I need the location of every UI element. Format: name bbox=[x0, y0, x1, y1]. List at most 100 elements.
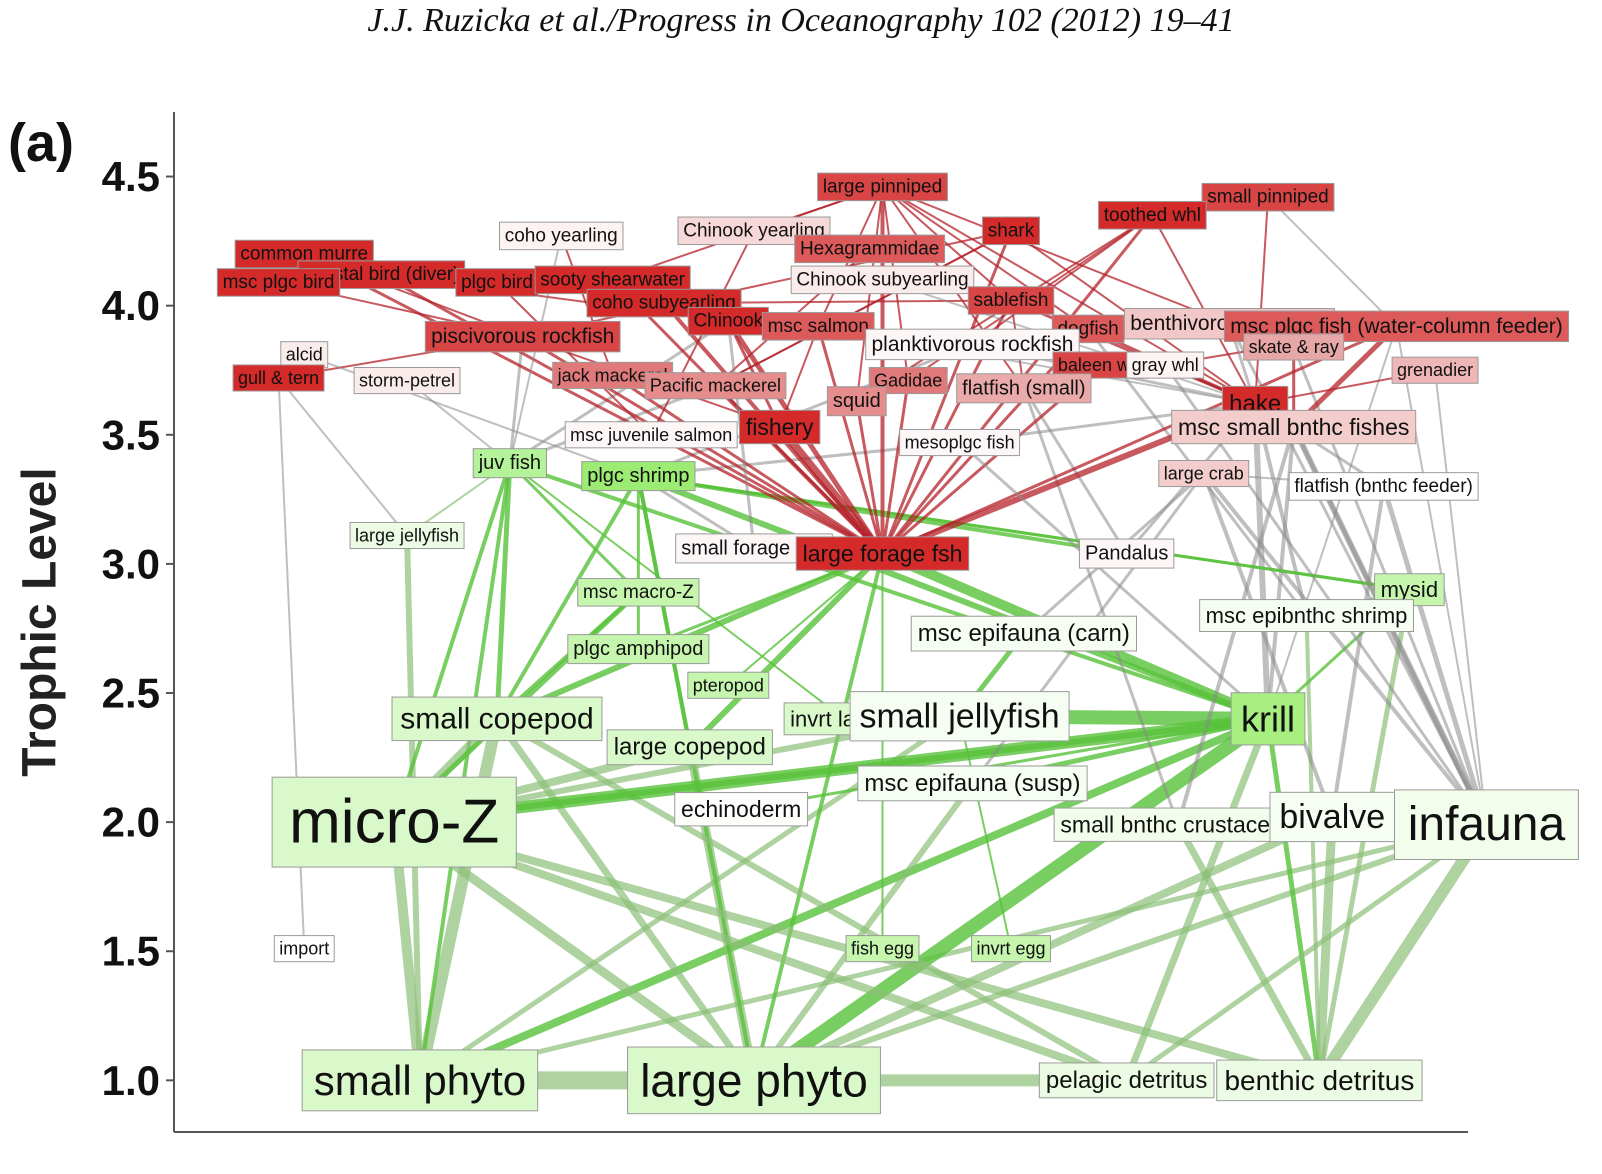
node-box bbox=[845, 935, 920, 963]
edge-large-phyto-to-krill bbox=[747, 711, 1275, 1088]
node-label: mysid bbox=[1381, 577, 1438, 602]
node-label: msc macro-Z bbox=[583, 582, 694, 603]
edge-msc-juvenile-salmon-to-plgc-bird bbox=[496, 281, 653, 436]
node-label: large jellyfish bbox=[355, 525, 459, 545]
node-box bbox=[1288, 472, 1479, 501]
nodes-layer: large pinniped small pinniped toothed whl s… bbox=[216, 172, 1579, 1115]
node-label: small pinniped bbox=[1207, 187, 1328, 208]
node-label: small copepod bbox=[400, 702, 593, 735]
node-label: Chinook subyearling bbox=[796, 269, 968, 290]
node-label: msc epibnthc shrimp bbox=[1206, 603, 1408, 628]
edge-grenadier-to-infauna bbox=[1434, 369, 1488, 826]
y-tick-label: 4.5 bbox=[102, 153, 160, 200]
node-invrt-egg: invrt egg bbox=[971, 935, 1051, 963]
node-box bbox=[687, 671, 770, 699]
edge-large-forage-fsh-to-jack-mackerel bbox=[611, 373, 884, 556]
edge-large-forage-fsh-to-msc-salmon bbox=[816, 324, 884, 556]
node-mysid: mysid bbox=[1374, 573, 1445, 607]
edge-large-forage-fsh-to-gadidae bbox=[881, 379, 910, 556]
node-label: toothed whl bbox=[1104, 205, 1201, 226]
edge-bivalve-to-large-crab bbox=[1201, 471, 1335, 819]
edge-krill-to-plgc-shrimp bbox=[635, 473, 1271, 722]
node-storm-petrel: storm-petrel bbox=[353, 367, 461, 395]
node-label: large pinniped bbox=[823, 176, 942, 197]
edge-large-phyto-to-infauna bbox=[751, 821, 1490, 1084]
node-box bbox=[424, 320, 621, 353]
node-label: gull & tern bbox=[238, 368, 319, 388]
node-box bbox=[1038, 1062, 1215, 1099]
node-label: piscivorous rockfish bbox=[431, 325, 614, 348]
node-box bbox=[564, 421, 738, 449]
node-label: plgc bird bbox=[461, 272, 533, 293]
node-msc-juvenile-salmon: msc juvenile salmon bbox=[564, 421, 738, 449]
node-box bbox=[795, 536, 970, 571]
node-planktivorous-rockfish: planktivorous rockfish bbox=[865, 328, 1080, 361]
node-box bbox=[1053, 807, 1303, 842]
node-box bbox=[794, 234, 946, 264]
node-gray-whl: gray whl bbox=[1126, 351, 1205, 379]
node-label: krill bbox=[1241, 698, 1295, 739]
node-pteropod: pteropod bbox=[687, 671, 770, 699]
y-tick-label: 3.0 bbox=[102, 540, 160, 587]
node-small-bnthc-crustacean: small bnthc crustacean bbox=[1053, 807, 1303, 842]
node-label: Hexagrammidae bbox=[800, 238, 939, 259]
node-label: shark bbox=[988, 220, 1035, 241]
node-label: flatfish (bnthc feeder) bbox=[1294, 476, 1472, 497]
node-chinook-yearling: Chinook yearling bbox=[677, 216, 831, 246]
node-pelagic-detritus: pelagic detritus bbox=[1038, 1062, 1215, 1099]
node-label: large copepod bbox=[614, 734, 766, 761]
edge-pandalus-to-flatfish-small bbox=[1022, 386, 1129, 556]
edge-large-copepod-to-plgc-shrimp bbox=[636, 474, 692, 750]
node-box bbox=[567, 634, 710, 665]
edge-pelagic-detritus-to-infauna bbox=[1124, 822, 1489, 1083]
edge-small-bnthc-crustacean-to-flatfish-small bbox=[1022, 386, 1180, 827]
node-small-jellyfish: small jellyfish bbox=[849, 691, 1070, 742]
node-benthic-detritus: benthic detritus bbox=[1216, 1059, 1423, 1102]
node-label: sooty shearwater bbox=[540, 269, 685, 290]
edge-large-phyto-to-large-forage-fsh bbox=[752, 551, 885, 1083]
node-coho-yearling: coho yearling bbox=[499, 221, 624, 251]
node-box bbox=[606, 729, 773, 766]
node-skate-ray: skate & ray bbox=[1243, 333, 1345, 361]
node-msc-small-bnthc-fishes: msc small bnthc fishes bbox=[1171, 409, 1417, 445]
y-tick-label: 1.0 bbox=[102, 1057, 160, 1104]
node-large-copepod: large copepod bbox=[606, 729, 773, 766]
node-label: mesoplgc fish bbox=[905, 433, 1015, 453]
node-label: small forage fish bbox=[681, 537, 827, 559]
y-tick-label: 2.5 bbox=[102, 670, 160, 717]
node-label: Chinook yearling bbox=[683, 220, 825, 241]
node-box bbox=[899, 428, 1021, 457]
node-label: small bnthc crustacean bbox=[1060, 812, 1295, 838]
node-box bbox=[982, 216, 1040, 246]
node-chinook: Chinook bbox=[687, 306, 769, 336]
node-box bbox=[232, 364, 325, 392]
node-label: squid bbox=[833, 390, 881, 412]
node-box bbox=[868, 367, 948, 395]
edge-infauna-to-large-crab bbox=[1201, 471, 1489, 827]
node-small-copepod: small copepod bbox=[391, 696, 603, 742]
edge-small-phyto-to-small-copepod bbox=[413, 712, 503, 1087]
node-label: msc small bnthc fishes bbox=[1178, 414, 1409, 440]
node-label: sablefish bbox=[974, 290, 1049, 311]
node-label: Pacific mackerel bbox=[650, 376, 781, 396]
node-label: Chinook bbox=[693, 311, 763, 332]
node-krill: krill bbox=[1230, 692, 1306, 746]
node-plgc-bird: plgc bird bbox=[455, 268, 539, 297]
node-label: juv fish bbox=[478, 452, 541, 474]
node-msc-macro-z: msc macro-Z bbox=[577, 578, 700, 607]
node-pandalus: Pandalus bbox=[1078, 538, 1175, 569]
node-box bbox=[857, 765, 1088, 802]
node-sooty-shearwater: sooty shearwater bbox=[534, 265, 691, 295]
edge-echinoderm-to-krill bbox=[739, 717, 1270, 811]
edge-shark-to-pacific-mackerel bbox=[714, 229, 1012, 387]
edge-benthic-detritus-to-infauna bbox=[1313, 818, 1493, 1087]
node-large-crab: large crab bbox=[1158, 459, 1250, 488]
node-micro-z: micro-Z bbox=[271, 776, 517, 868]
node-box bbox=[1078, 538, 1175, 569]
panel-label: (a) bbox=[8, 113, 74, 173]
edge-pelagic-detritus-to-small-copepod bbox=[494, 715, 1130, 1084]
node-large-pinniped: large pinniped bbox=[817, 172, 948, 202]
node-box bbox=[849, 691, 1070, 742]
edge-juv-fish-to-chinook bbox=[508, 319, 730, 465]
node-box bbox=[971, 935, 1051, 963]
